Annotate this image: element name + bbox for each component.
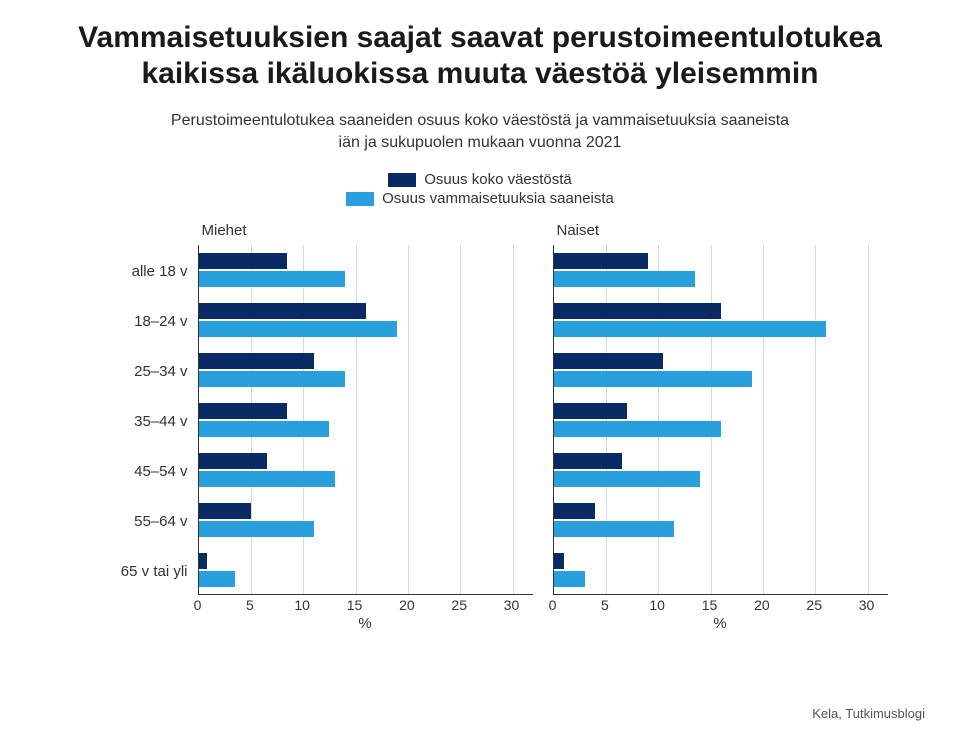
bar-series2 <box>199 421 330 437</box>
legend-label-series1: Osuus koko väestöstä <box>424 171 572 188</box>
panel-title-miehet: Miehet <box>198 222 533 239</box>
bar-group <box>554 295 888 345</box>
bar-group <box>554 245 888 295</box>
plot-area-miehet <box>198 245 533 595</box>
x-tick: 20 <box>399 597 415 613</box>
bar-series1 <box>554 253 648 269</box>
x-tick: 15 <box>702 597 718 613</box>
bar-group <box>199 245 533 295</box>
bar-group <box>554 345 888 395</box>
y-axis-label: 35–44 v <box>113 396 188 446</box>
y-axis-label: 18–24 v <box>113 296 188 346</box>
bar-series2 <box>554 271 695 287</box>
bar-series1 <box>199 253 288 269</box>
x-axis-naiset: 051015202530 <box>553 595 888 615</box>
legend-swatch-series1 <box>388 173 416 187</box>
x-tick: 10 <box>294 597 310 613</box>
bar-group <box>199 545 533 595</box>
bar-series2 <box>554 421 722 437</box>
bar-series2 <box>199 371 346 387</box>
legend-item-series2: Osuus vammaisetuuksia saaneista <box>346 190 614 207</box>
title-line-2: kaikissa ikäluokissa muuta väestöä yleis… <box>141 57 818 90</box>
x-tick: 15 <box>347 597 363 613</box>
panel-title-naiset: Naiset <box>553 222 888 239</box>
legend-item-series1: Osuus koko väestöstä <box>388 171 572 188</box>
bar-series1 <box>199 353 314 369</box>
bar-series2 <box>554 371 753 387</box>
bar-series2 <box>554 321 826 337</box>
bar-series1 <box>199 553 207 569</box>
x-axis-label-miehet: % <box>198 615 533 632</box>
bar-series2 <box>199 571 236 587</box>
bar-series2 <box>554 521 674 537</box>
bars-miehet <box>199 245 533 595</box>
bar-group <box>554 545 888 595</box>
charts-row: alle 18 v18–24 v25–34 v35–44 v45–54 v55–… <box>30 222 930 632</box>
bar-series1 <box>199 303 367 319</box>
chart-title: Vammaisetuuksien saajat saavat perustoim… <box>30 20 930 92</box>
subtitle-line-1: Perustoimeentulotukea saaneiden osuus ko… <box>171 112 789 129</box>
x-axis-label-naiset: % <box>553 615 888 632</box>
plot-area-naiset <box>553 245 888 595</box>
x-axis-miehet: 051015202530 <box>198 595 533 615</box>
x-tick: 25 <box>806 597 822 613</box>
bar-group <box>199 495 533 545</box>
x-tick: 5 <box>601 597 609 613</box>
bar-series1 <box>554 353 664 369</box>
y-axis-label: 25–34 v <box>113 346 188 396</box>
bar-group <box>199 345 533 395</box>
bar-series2 <box>199 321 398 337</box>
x-tick: 5 <box>246 597 254 613</box>
bar-series1 <box>199 503 251 519</box>
x-tick: 30 <box>504 597 520 613</box>
bar-group <box>554 395 888 445</box>
bar-series1 <box>554 303 722 319</box>
chart-subtitle: Perustoimeentulotukea saaneiden osuus ko… <box>30 110 930 153</box>
x-tick: 10 <box>649 597 665 613</box>
bar-series1 <box>199 403 288 419</box>
bar-series1 <box>554 553 564 569</box>
bar-series1 <box>554 403 627 419</box>
y-axis-label: 55–64 v <box>113 496 188 546</box>
y-axis-label: alle 18 v <box>113 246 188 296</box>
y-axis-labels: alle 18 v18–24 v25–34 v35–44 v45–54 v55–… <box>113 246 198 596</box>
legend-swatch-series2 <box>346 192 374 206</box>
bar-series2 <box>199 471 335 487</box>
bar-group <box>554 495 888 545</box>
chart-panel-naiset: Naiset 051015202530 % <box>553 222 888 632</box>
bar-series2 <box>554 471 701 487</box>
x-tick: 0 <box>194 597 202 613</box>
bar-series1 <box>554 503 596 519</box>
bar-group <box>199 445 533 495</box>
chart-panel-miehet: alle 18 v18–24 v25–34 v35–44 v45–54 v55–… <box>113 222 533 632</box>
x-tick: 20 <box>754 597 770 613</box>
bar-series2 <box>199 271 346 287</box>
bar-series2 <box>199 521 314 537</box>
legend: Osuus koko väestöstä Osuus vammaisetuuks… <box>30 171 930 207</box>
bar-series1 <box>554 453 622 469</box>
subtitle-line-2: iän ja sukupuolen mukaan vuonna 2021 <box>339 134 622 151</box>
bar-group <box>554 445 888 495</box>
bars-naiset <box>554 245 888 595</box>
x-tick: 30 <box>859 597 875 613</box>
source-label: Kela, Tutkimusblogi <box>812 706 925 721</box>
y-axis-label: 45–54 v <box>113 446 188 496</box>
bar-group <box>199 395 533 445</box>
x-tick: 25 <box>451 597 467 613</box>
bar-series1 <box>199 453 267 469</box>
title-line-1: Vammaisetuuksien saajat saavat perustoim… <box>78 21 882 54</box>
legend-label-series2: Osuus vammaisetuuksia saaneista <box>382 190 614 207</box>
y-axis-label: 65 v tai yli <box>113 546 188 596</box>
x-tick: 0 <box>549 597 557 613</box>
bar-group <box>199 295 533 345</box>
bar-series2 <box>554 571 585 587</box>
